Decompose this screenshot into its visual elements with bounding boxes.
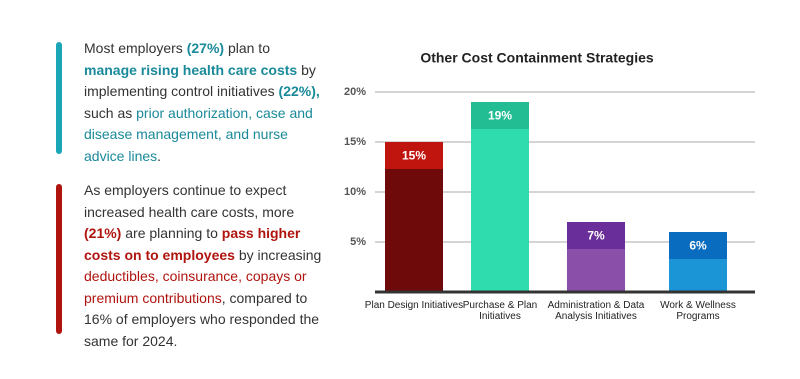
- text: are planning to: [121, 225, 222, 241]
- text: such as: [84, 104, 137, 121]
- value-label: 15%: [402, 149, 426, 163]
- x-tick-label: Purchase & Plan Initiatives: [462, 300, 538, 322]
- text: deductibles, coinsurance, copays or prem…: [84, 268, 307, 306]
- text: prior authorization, case and disease ma…: [84, 104, 313, 164]
- text: Most employers: [84, 40, 187, 56]
- value-label: 6%: [689, 239, 707, 253]
- text: by increasing: [234, 246, 322, 263]
- bar-label-band: [567, 222, 625, 249]
- y-tick-label: 15%: [344, 136, 366, 148]
- text: (22%),: [278, 83, 320, 99]
- chart-title: Other Cost Containment Strategies: [420, 50, 654, 66]
- y-tick-label: 5%: [350, 236, 366, 248]
- text: (27%): [186, 40, 225, 56]
- value-label: 19%: [488, 109, 512, 123]
- text: plan to: [224, 40, 270, 56]
- text: As employers continue to expect increase…: [84, 182, 295, 220]
- accent-bar: [56, 42, 62, 154]
- bar: [471, 102, 529, 292]
- bar-label-band: [385, 142, 443, 169]
- bar-label-band: [669, 232, 727, 259]
- bar-label-band: [471, 102, 529, 129]
- text: .: [157, 147, 162, 164]
- x-tick-label: Plan Design Initiatives: [364, 300, 464, 311]
- x-tick-label: Administration & Data Analysis Initiativ…: [547, 300, 645, 322]
- text: by implementing control initiatives: [84, 61, 316, 100]
- paragraph: Most employers (27%) plan to manage risi…: [84, 38, 324, 167]
- text: , compared to 16% of employers who respo…: [84, 289, 320, 349]
- x-tick-label: Work & Wellness Programs: [660, 300, 736, 322]
- paragraph: As employers continue to expect increase…: [84, 180, 324, 352]
- value-label: 7%: [587, 229, 605, 243]
- text: manage rising health care costs: [84, 61, 298, 78]
- y-tick-label: 20%: [344, 86, 366, 98]
- text: (21%): [84, 225, 122, 241]
- y-tick-label: 10%: [344, 186, 366, 198]
- accent-bar: [56, 184, 62, 334]
- text: pass higher costs on to employees: [84, 225, 301, 263]
